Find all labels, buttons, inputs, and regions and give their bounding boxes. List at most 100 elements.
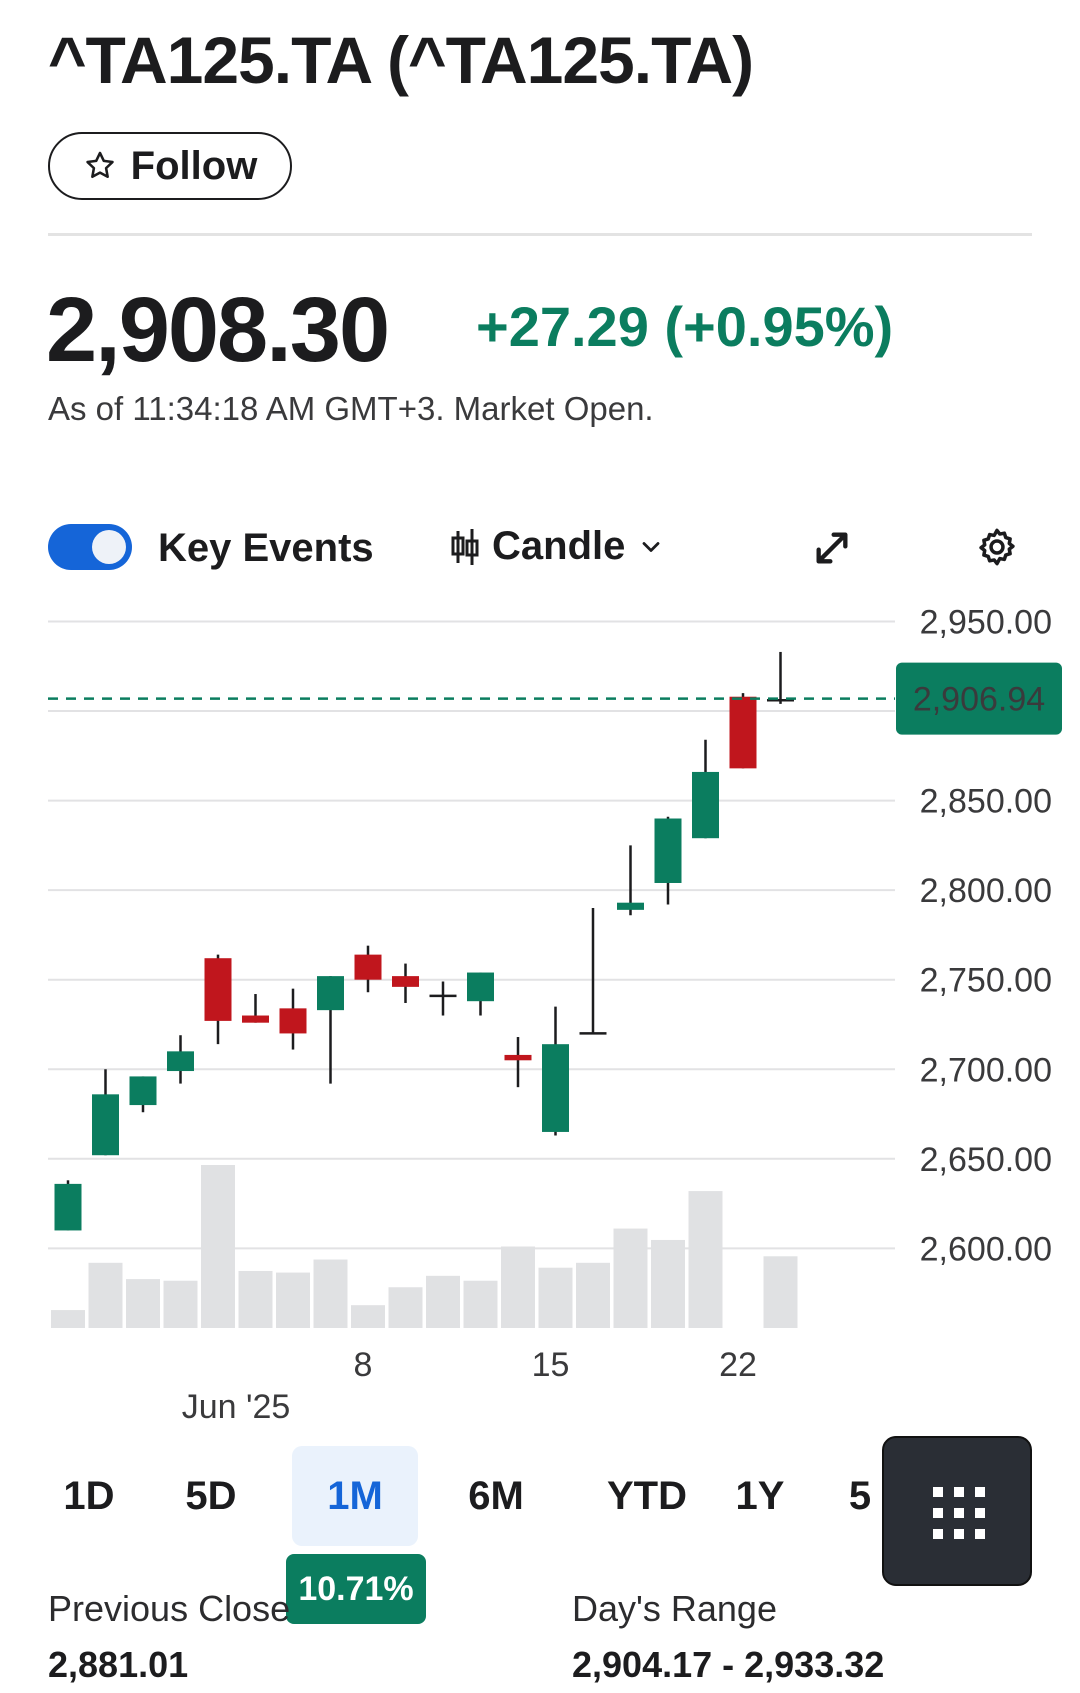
- grid-lines: [48, 620, 895, 1250]
- candle: [429, 981, 457, 1016]
- candle: [767, 651, 794, 704]
- candle: [92, 1069, 119, 1156]
- candle-body: [54, 1183, 82, 1231]
- volume-bar: [351, 1305, 385, 1328]
- current-price-marker: 2,906.94: [48, 662, 1062, 735]
- candle: [242, 994, 269, 1023]
- x-tick-label: 15: [532, 1346, 570, 1384]
- star-icon: [85, 151, 114, 179]
- volume-bar: [238, 1270, 273, 1328]
- candles: [54, 651, 794, 1231]
- volume-bar: [126, 1279, 160, 1328]
- follow-label: Follow: [130, 143, 258, 188]
- as-of-timestamp: As of 11:34:18 AM GMT+3. Market Open.: [48, 390, 654, 427]
- expand-icon[interactable]: [812, 528, 852, 568]
- divider: [48, 233, 1032, 236]
- previous-close-value: 2,881.01: [48, 1644, 189, 1685]
- x-axis: 8 15 22 Jun '25: [182, 1346, 757, 1420]
- y-tick-label: 2,700.00: [920, 1051, 1052, 1089]
- candle: [542, 1006, 569, 1136]
- candle: [279, 988, 307, 1050]
- volume-bar: [88, 1262, 123, 1328]
- range-1d[interactable]: 1D: [63, 1473, 115, 1518]
- candle: [129, 1076, 157, 1113]
- chart-type-dropdown[interactable]: Candle: [450, 524, 665, 569]
- candle-body: [167, 1051, 194, 1072]
- y-tick-label: 2,950.00: [920, 603, 1052, 641]
- candlestick-icon: [451, 528, 479, 565]
- volume-bar: [163, 1280, 198, 1328]
- gear-icon[interactable]: [976, 526, 1018, 568]
- candle: [204, 954, 232, 1045]
- candle: [167, 1035, 194, 1084]
- current-price: 2,908.30: [46, 279, 390, 381]
- apps-grid-button[interactable]: [882, 1436, 1032, 1586]
- candle-body: [204, 958, 232, 1021]
- candle-body: [654, 818, 682, 883]
- previous-close-label: Previous Close: [48, 1588, 291, 1629]
- range-1m[interactable]: 1M: [292, 1446, 418, 1546]
- y-tick-label: 2,600.00: [920, 1230, 1052, 1268]
- volume-bar: [313, 1259, 348, 1328]
- candle: [692, 739, 719, 839]
- volume-bar: [201, 1165, 235, 1328]
- candle-body: [692, 771, 719, 839]
- candle-body: [504, 1054, 532, 1061]
- candle-body: [617, 902, 644, 910]
- key-events-label: Key Events: [158, 526, 374, 570]
- current-price-label: 2,906.94: [913, 681, 1045, 719]
- range-ytd[interactable]: YTD: [607, 1473, 687, 1518]
- range-5[interactable]: 5: [848, 1473, 872, 1518]
- volume-bar: [426, 1275, 460, 1328]
- candle-body: [279, 1008, 307, 1034]
- y-tick-label: 2,850.00: [920, 783, 1052, 821]
- chart-type-label: Candle: [492, 524, 626, 568]
- y-tick-label: 2,800.00: [920, 872, 1052, 910]
- price-chart[interactable]: 2,950.00 2,850.00 2,800.00 2,750.00 2,700.00…: [0, 600, 1080, 1420]
- candle-body: [392, 976, 419, 987]
- page-title: ^TA125.TA (^TA125.TA): [48, 23, 754, 97]
- candle: [504, 1037, 532, 1088]
- follow-button[interactable]: Follow: [48, 132, 292, 200]
- volume-bar: [538, 1267, 573, 1328]
- x-tick-label: 8: [354, 1346, 373, 1384]
- volume-bar: [651, 1239, 685, 1328]
- toggle-knob: [92, 530, 126, 564]
- y-tick-label: 2,650.00: [920, 1141, 1052, 1179]
- range-6m[interactable]: 6M: [468, 1473, 524, 1518]
- volume-bar: [763, 1256, 798, 1328]
- candle-body: [92, 1094, 119, 1156]
- volume-bar: [576, 1262, 610, 1328]
- candle: [467, 972, 494, 1016]
- y-tick-label: 2,750.00: [920, 962, 1052, 1000]
- volume-bar: [51, 1310, 85, 1328]
- y-axis: 2,950.00 2,850.00 2,800.00 2,750.00 2,700.00…: [920, 603, 1052, 1268]
- range-5d[interactable]: 5D: [185, 1473, 237, 1518]
- candle-body: [317, 976, 344, 1011]
- range-1y[interactable]: 1Y: [735, 1473, 785, 1518]
- candle: [654, 816, 682, 905]
- volume-bar: [463, 1280, 498, 1328]
- chevron-down-icon: [642, 541, 660, 552]
- candle-body: [129, 1076, 157, 1106]
- candle: [729, 693, 757, 769]
- candle-body: [729, 696, 757, 769]
- candle-body: [354, 954, 382, 980]
- current-price-tag: [896, 662, 1062, 735]
- candle-body: [542, 1044, 569, 1132]
- x-month-label: Jun '25: [182, 1388, 291, 1420]
- candle: [392, 963, 419, 1003]
- performance-badge: 10.71%: [286, 1554, 426, 1624]
- range-selector: 1D 5D 1M 6M YTD 1Y 5: [40, 1446, 880, 1556]
- volume-bars: [51, 1165, 798, 1328]
- candle: [317, 976, 344, 1084]
- price-change: +27.29 (+0.95%): [476, 295, 894, 358]
- candle: [579, 908, 607, 1035]
- volume-bar: [388, 1287, 423, 1328]
- x-tick-label: 22: [719, 1346, 757, 1384]
- candle: [54, 1180, 82, 1231]
- candle: [354, 945, 382, 993]
- key-events-toggle[interactable]: [48, 524, 132, 570]
- days-range-label: Day's Range: [572, 1588, 777, 1629]
- days-range-value: 2,904.17 - 2,933.32: [572, 1644, 885, 1685]
